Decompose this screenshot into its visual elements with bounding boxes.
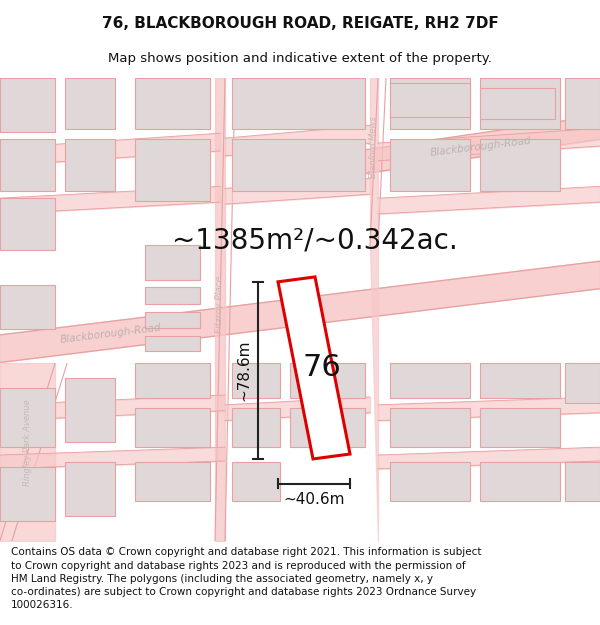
Polygon shape — [390, 139, 470, 191]
Polygon shape — [480, 462, 560, 501]
Polygon shape — [232, 462, 280, 501]
Polygon shape — [145, 336, 200, 351]
Polygon shape — [145, 246, 200, 280]
Polygon shape — [390, 364, 470, 398]
Text: Map shows position and indicative extent of the property.: Map shows position and indicative extent… — [108, 52, 492, 65]
Polygon shape — [480, 408, 560, 447]
Polygon shape — [390, 78, 470, 129]
Text: Blackborough-Road: Blackborough-Road — [430, 136, 532, 158]
Polygon shape — [135, 364, 210, 398]
Polygon shape — [390, 408, 470, 447]
Polygon shape — [390, 462, 470, 501]
Polygon shape — [65, 78, 115, 129]
Polygon shape — [290, 408, 365, 447]
Polygon shape — [65, 139, 115, 191]
Text: Contains OS data © Crown copyright and database right 2021. This information is : Contains OS data © Crown copyright and d… — [11, 548, 481, 610]
Polygon shape — [145, 287, 200, 304]
Polygon shape — [0, 139, 55, 191]
Text: Blackborough-Road: Blackborough-Road — [60, 322, 163, 345]
Text: Ringley Park Avenue: Ringley Park Avenue — [23, 399, 32, 486]
Polygon shape — [565, 78, 600, 129]
Polygon shape — [0, 198, 55, 251]
Polygon shape — [0, 285, 55, 329]
Polygon shape — [565, 364, 600, 403]
Text: 76, BLACKBOROUGH ROAD, REIGATE, RH2 7DF: 76, BLACKBOROUGH ROAD, REIGATE, RH2 7DF — [101, 16, 499, 31]
Polygon shape — [480, 88, 555, 119]
Polygon shape — [135, 139, 210, 201]
Text: ~40.6m: ~40.6m — [283, 492, 345, 507]
Text: Fitzroy Place: Fitzroy Place — [215, 276, 223, 333]
Polygon shape — [145, 312, 200, 328]
Text: 76: 76 — [302, 353, 341, 382]
Polygon shape — [290, 364, 365, 398]
Polygon shape — [135, 408, 210, 447]
Polygon shape — [135, 462, 210, 501]
Text: Blanford Mews: Blanford Mews — [370, 116, 379, 178]
Polygon shape — [232, 364, 280, 398]
Polygon shape — [232, 139, 365, 191]
Text: ~78.6m: ~78.6m — [236, 339, 251, 401]
Polygon shape — [390, 83, 470, 118]
Polygon shape — [0, 467, 55, 521]
Polygon shape — [565, 462, 600, 501]
Polygon shape — [65, 462, 115, 516]
Polygon shape — [480, 78, 560, 129]
Polygon shape — [135, 78, 210, 129]
Polygon shape — [0, 388, 55, 447]
Polygon shape — [480, 364, 560, 398]
Polygon shape — [480, 139, 560, 191]
Polygon shape — [232, 408, 280, 447]
Polygon shape — [278, 277, 350, 459]
Polygon shape — [0, 78, 55, 132]
Polygon shape — [232, 78, 365, 129]
Polygon shape — [65, 378, 115, 442]
Text: ~1385m²/~0.342ac.: ~1385m²/~0.342ac. — [172, 226, 458, 254]
